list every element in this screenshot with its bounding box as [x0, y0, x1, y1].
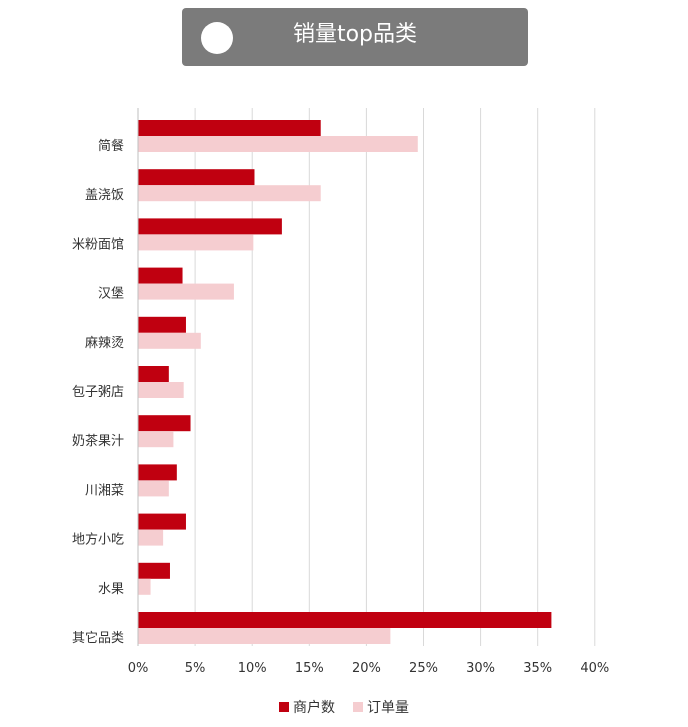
bar-merchants — [138, 120, 321, 136]
bar-orders — [138, 431, 174, 448]
bar-merchants — [138, 218, 282, 235]
legend-swatch-merchants — [279, 702, 289, 712]
bar-orders — [138, 136, 418, 152]
category-label: 盖浇饭 — [85, 188, 124, 203]
legend-label-orders: 订单量 — [367, 700, 409, 716]
bar-orders — [138, 382, 184, 398]
title-circle-icon — [201, 22, 233, 54]
bar-merchants — [138, 267, 183, 284]
bar-orders — [138, 529, 164, 546]
legend-item-orders: 订单量 — [353, 697, 409, 717]
bar-orders — [138, 234, 254, 251]
category-label: 包子粥店 — [72, 384, 124, 400]
x-tick-label: 10% — [238, 661, 267, 676]
chart-title: 销量top品类 — [292, 22, 418, 47]
x-tick-label: 20% — [352, 661, 381, 676]
category-label: 简餐 — [98, 138, 124, 154]
bar-merchants — [138, 562, 170, 579]
category-label: 川湘菜 — [85, 483, 124, 498]
x-tick-label: 25% — [409, 661, 438, 676]
category-label: 米粉面馆 — [72, 237, 124, 252]
bar-merchants — [138, 366, 169, 382]
legend-swatch-orders — [353, 702, 363, 712]
bar-orders — [138, 480, 169, 497]
x-tick-label: 0% — [128, 661, 149, 676]
bar-merchants — [138, 415, 191, 432]
bar-orders — [138, 283, 234, 300]
x-tick-label: 15% — [295, 661, 324, 676]
bar-orders — [138, 578, 151, 595]
chart-title-bar: 销量top品类 — [182, 8, 528, 66]
category-label: 汉堡 — [98, 286, 124, 302]
bar-orders — [138, 628, 391, 644]
bar-orders — [138, 185, 321, 202]
category-label: 地方小吃 — [72, 532, 124, 548]
x-tick-label: 40% — [580, 661, 609, 676]
x-tick-label: 30% — [466, 661, 495, 676]
bar-orders — [138, 332, 201, 349]
category-label: 麻辣烫 — [85, 336, 124, 351]
bar-merchants — [138, 169, 255, 186]
category-label: 奶茶果汁 — [72, 433, 124, 449]
bar-merchants — [138, 513, 186, 530]
legend-item-merchants: 商户数 — [279, 697, 335, 717]
x-tick-label: 35% — [523, 661, 552, 676]
category-label: 水果 — [98, 582, 124, 597]
x-tick-label: 5% — [185, 661, 206, 676]
category-label: 其它品类 — [72, 630, 124, 646]
legend: 商户数 订单量 — [0, 697, 688, 717]
bar-merchants — [138, 316, 186, 333]
legend-label-merchants: 商户数 — [293, 700, 335, 716]
bar-merchants — [138, 464, 177, 481]
bar-merchants — [138, 612, 552, 628]
